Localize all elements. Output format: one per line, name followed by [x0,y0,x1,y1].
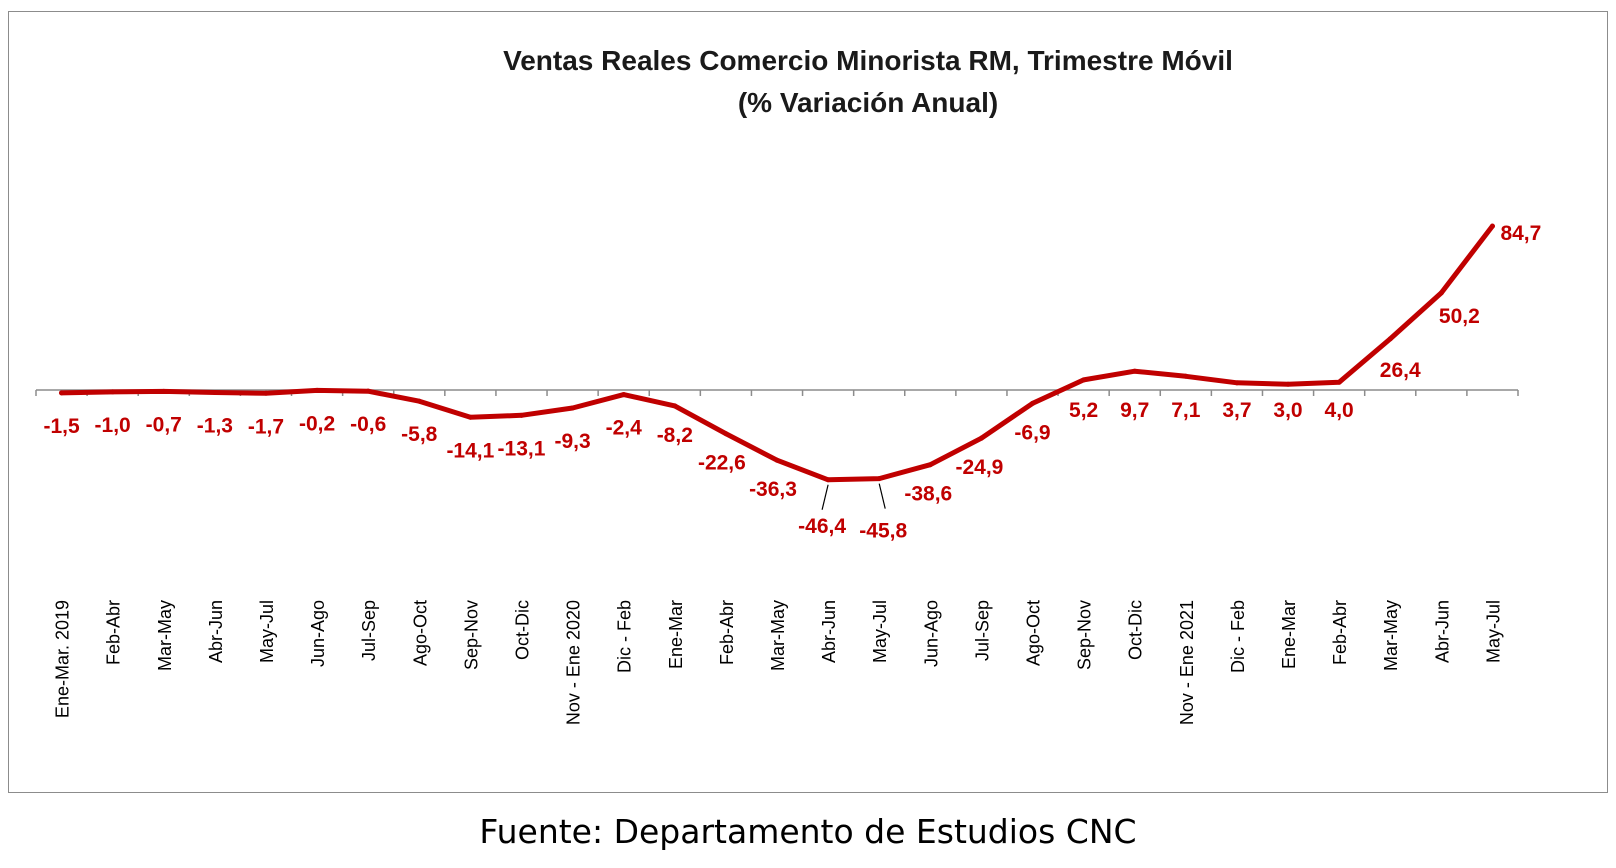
source-note: Fuente: Departamento de Estudios CNC [479,812,1137,851]
x-tick-label: Mar-May [1381,600,1401,671]
x-tick-label: Mar-May [768,600,788,671]
x-tick-label: Jun-Ago [308,600,328,667]
data-label: -45,8 [859,520,907,543]
x-tick-label: Jul-Sep [359,600,379,661]
data-point [672,403,678,409]
x-tick-label: Jul-Sep [972,600,992,661]
data-point [212,390,218,396]
data-point [1336,379,1342,385]
x-tick-label: Sep-Nov [461,600,481,670]
data-label: -1,5 [43,415,80,438]
data-point [723,431,729,437]
data-point [825,477,831,483]
x-tick-label: Feb-Abr [104,600,124,665]
data-point [1285,381,1291,387]
x-tick-label: May-Jul [870,600,890,663]
data-label: -36,3 [749,478,797,501]
series-line [59,223,1495,483]
data-label: 3,7 [1222,399,1251,422]
data-label: 9,7 [1120,399,1149,422]
data-point [927,462,933,468]
data-label: -1,0 [95,414,131,437]
data-label: 26,4 [1380,359,1421,382]
x-tick-label: Mar-May [155,600,175,671]
data-point [161,388,167,394]
data-label: -13,1 [498,437,546,460]
data-label: 4,0 [1325,399,1354,422]
data-point [1387,336,1393,342]
data-point [1234,380,1240,386]
x-tick-label: Oct-Dic [1126,600,1146,660]
data-label: -6,9 [1014,421,1050,444]
x-tick-label: Abr-Jun [1432,600,1452,663]
line-chart: Ventas Reales Comercio Minorista RM, Tri… [35,45,1541,725]
data-label: 5,2 [1069,399,1098,422]
x-tick-label: Feb-Abr [1330,600,1350,665]
data-label: -1,3 [197,415,233,438]
data-label: 50,2 [1439,305,1480,328]
data-point [416,398,422,404]
data-label: -38,6 [904,483,952,506]
data-point [1438,290,1444,296]
x-tick-label: Feb-Abr [717,600,737,665]
data-point [1030,400,1036,406]
x-tick-label: Abr-Jun [206,600,226,663]
data-point [59,390,65,396]
data-point [621,392,627,398]
data-point [1489,223,1495,229]
data-point [110,389,116,395]
data-label: -8,2 [657,424,693,447]
x-tick-label: Oct-Dic [512,600,532,660]
data-point [263,390,269,396]
data-label: -0,6 [350,413,386,436]
x-tick-label: Ene-Mar [1279,600,1299,669]
x-tick-label: Jun-Ago [921,600,941,667]
x-tick-label: Dic - Feb [1228,600,1248,673]
x-tick-label: Sep-Nov [1075,600,1095,670]
data-label: -2,4 [606,417,643,440]
x-tick-label: Abr-Jun [819,600,839,663]
data-point [518,412,524,418]
chart-frame [8,11,1608,793]
data-point [978,435,984,441]
data-label: -9,3 [554,430,590,453]
data-label: -14,1 [446,439,494,462]
data-label: -1,7 [248,415,284,438]
chart-title: Ventas Reales Comercio Minorista RM, Tri… [503,45,1233,76]
data-label: 3,0 [1273,399,1302,422]
data-point [1132,368,1138,374]
data-point [365,388,371,394]
chart-subtitle: (% Variación Anual) [738,87,998,118]
data-point [570,405,576,411]
x-tick-label: Nov - Ene 2021 [1177,600,1197,725]
data-label: -24,9 [955,456,1003,479]
data-label: 84,7 [1500,222,1541,245]
data-label: -22,6 [698,452,746,475]
data-point [467,414,473,420]
data-point [876,476,882,482]
x-tick-label: Dic - Feb [615,600,635,673]
x-tick-label: Ene-Mar. 2019 [53,600,73,718]
x-tick-label: Ago-Oct [1024,600,1044,666]
data-label: 7,1 [1171,399,1201,422]
x-tick-label: May-Jul [257,600,277,663]
data-point [774,457,780,463]
label-leader-line [878,483,886,509]
data-point [1081,377,1087,383]
data-label: -5,8 [401,423,438,446]
data-point [1183,373,1189,379]
x-tick-label: Ago-Oct [410,600,430,666]
x-tick-label: Ene-Mar [666,600,686,669]
label-leader-line [821,484,829,510]
data-label: -0,2 [299,412,335,435]
data-label: -46,4 [798,515,846,538]
x-tick-label: May-Jul [1483,600,1503,663]
data-point [314,387,320,393]
data-label: -0,7 [146,413,182,436]
x-tick-label: Nov - Ene 2020 [564,600,584,725]
